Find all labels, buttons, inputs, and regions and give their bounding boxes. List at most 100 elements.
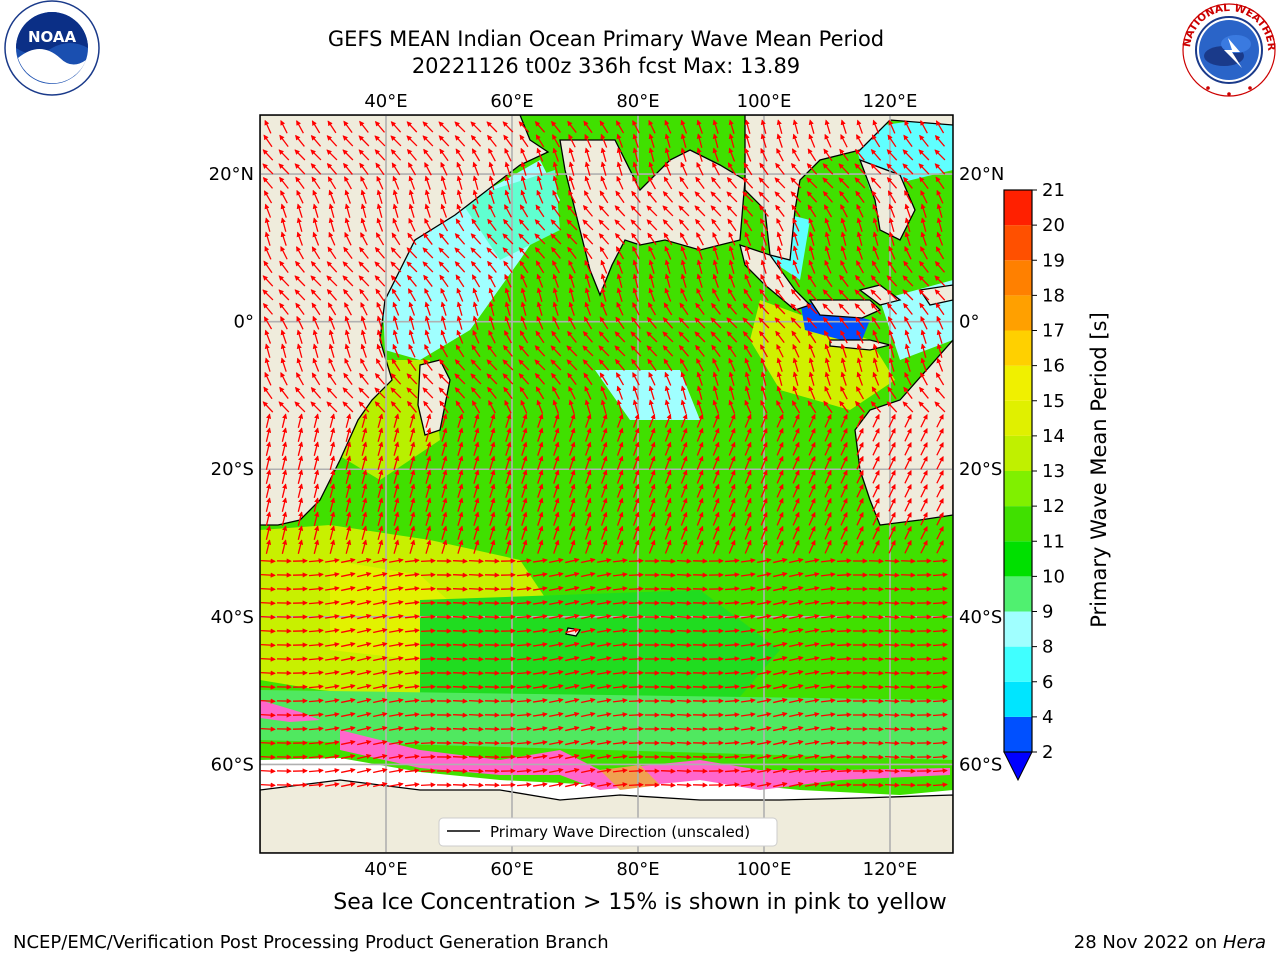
wave-arrow bbox=[676, 768, 692, 774]
wave-arrow bbox=[660, 600, 676, 606]
wave-arrow bbox=[676, 782, 692, 788]
wave-arrow bbox=[935, 176, 945, 190]
colorbar-extend-min bbox=[1003, 751, 1033, 782]
wave-arrow bbox=[630, 205, 642, 217]
wave-arrow bbox=[550, 233, 562, 245]
wave-arrow bbox=[278, 163, 290, 175]
wave-arrow bbox=[808, 119, 815, 134]
wave-arrow bbox=[439, 232, 449, 245]
wave-arrow bbox=[694, 191, 706, 203]
wave-arrow bbox=[264, 119, 272, 134]
wave-arrow bbox=[935, 246, 945, 260]
wave-arrow bbox=[487, 134, 497, 147]
wave-arrow bbox=[534, 233, 546, 245]
footer-date: 28 Nov 2022 on Hera bbox=[1074, 932, 1266, 953]
wave-arrow bbox=[535, 260, 545, 274]
wave-arrow bbox=[836, 698, 852, 704]
wave-arrow bbox=[326, 275, 338, 287]
wave-arrow bbox=[488, 189, 495, 204]
noaa-logo-icon: NOAA bbox=[4, 0, 100, 96]
wave-arrow bbox=[312, 203, 319, 218]
wave-arrow bbox=[504, 189, 511, 204]
wave-arrow bbox=[676, 670, 692, 676]
lon-tick-bottom-0: 40°E bbox=[364, 859, 407, 880]
wave-arrow bbox=[728, 231, 736, 246]
wave-arrow bbox=[712, 133, 719, 148]
wave-arrow bbox=[884, 628, 900, 634]
wave-arrow bbox=[822, 177, 834, 189]
wave-arrow bbox=[856, 203, 864, 218]
colorbar: 2 4 6 8 9 10 11 12 13 14 15 16 17 18 19 20 21 bbox=[1003, 180, 1065, 782]
wave-arrow bbox=[744, 119, 751, 134]
wave-arrow bbox=[662, 205, 674, 217]
wave-arrow bbox=[868, 782, 884, 788]
wave-arrow bbox=[455, 148, 465, 162]
wave-arrow bbox=[647, 176, 657, 190]
wave-arrow bbox=[470, 121, 482, 133]
wave-arrow bbox=[791, 148, 801, 162]
wave-arrow bbox=[599, 120, 609, 134]
wave-arrow bbox=[660, 656, 676, 662]
wave-arrow bbox=[566, 219, 578, 231]
wave-arrow bbox=[904, 217, 911, 232]
wave-arrow bbox=[278, 275, 290, 287]
wave-arrow bbox=[280, 245, 288, 260]
wave-arrow bbox=[776, 231, 783, 246]
wave-arrow bbox=[663, 302, 673, 316]
wave-arrow bbox=[628, 642, 644, 648]
wave-arrow bbox=[616, 161, 623, 176]
wave-arrow bbox=[839, 274, 849, 287]
nws-logo-icon: NATIONAL WEATHER SERVICE bbox=[1178, 0, 1277, 97]
wave-arrow bbox=[503, 218, 513, 231]
wave-arrow bbox=[660, 754, 676, 760]
wave-arrow bbox=[824, 259, 832, 274]
wave-arrow bbox=[840, 217, 847, 232]
wave-arrow bbox=[678, 205, 690, 217]
wave-arrow bbox=[806, 289, 818, 301]
wave-arrow bbox=[536, 189, 544, 204]
wave-arrow bbox=[884, 572, 900, 578]
wave-arrow bbox=[536, 175, 543, 190]
wave-arrow bbox=[374, 246, 386, 259]
wave-arrow bbox=[776, 259, 783, 274]
wave-arrow bbox=[584, 259, 592, 274]
wave-arrow bbox=[628, 586, 644, 592]
wave-arrow bbox=[854, 177, 866, 189]
wave-arrow bbox=[376, 189, 383, 204]
wave-arrow bbox=[840, 259, 848, 274]
wave-arrow bbox=[759, 162, 769, 176]
wave-arrow bbox=[452, 670, 468, 676]
colorbar-tick-16: 21 bbox=[1042, 180, 1065, 201]
wave-arrow bbox=[628, 712, 644, 718]
wave-arrow bbox=[870, 177, 882, 189]
lon-tick-bottom-1: 60°E bbox=[490, 859, 533, 880]
chart-title: GEFS MEAN Indian Ocean Primary Wave Mean… bbox=[327, 27, 885, 51]
wave-arrow bbox=[632, 120, 640, 134]
wave-arrow bbox=[836, 768, 852, 774]
wave-arrow bbox=[712, 288, 720, 302]
lon-tick-bottom-4: 120°E bbox=[863, 859, 918, 880]
wave-arrow bbox=[760, 259, 767, 274]
wave-arrow bbox=[836, 586, 852, 592]
wave-arrow bbox=[359, 288, 369, 302]
wave-arrow bbox=[260, 656, 276, 662]
wave-arrow bbox=[360, 175, 368, 190]
wave-arrow bbox=[836, 628, 852, 634]
wave-arrow bbox=[504, 147, 512, 162]
wave-arrow bbox=[424, 189, 431, 204]
wave-arrow bbox=[599, 190, 609, 204]
wave-arrow bbox=[375, 162, 385, 176]
wave-arrow bbox=[520, 161, 527, 176]
wave-arrow bbox=[456, 203, 464, 218]
colorbar-tick-1: 4 bbox=[1042, 707, 1053, 728]
wave-arrow bbox=[344, 302, 352, 316]
wave-arrow bbox=[868, 768, 884, 774]
wave-arrow bbox=[280, 203, 287, 218]
wave-arrow bbox=[568, 287, 575, 302]
wave-arrow bbox=[631, 232, 641, 245]
wave-arrow bbox=[452, 684, 468, 690]
wave-arrow bbox=[452, 642, 468, 648]
wave-arrow bbox=[260, 768, 276, 774]
wave-arrow bbox=[664, 287, 672, 302]
wave-arrow bbox=[680, 273, 687, 288]
